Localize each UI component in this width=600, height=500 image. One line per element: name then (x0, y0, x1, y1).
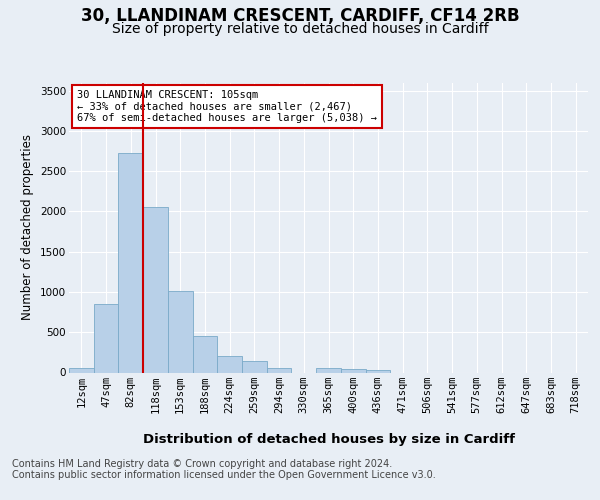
Bar (118, 154, 143, 372)
Text: 30, LLANDINAM CRESCENT, CARDIFF, CF14 2RB: 30, LLANDINAM CRESCENT, CARDIFF, CF14 2R… (80, 8, 520, 26)
Text: Contains public sector information licensed under the Open Government Licence v3: Contains public sector information licen… (12, 470, 436, 480)
Bar (242, 361, 267, 372)
Bar (69, 368, 94, 372)
Bar (94, 304, 118, 372)
Text: Contains HM Land Registry data © Crown copyright and database right 2024.: Contains HM Land Registry data © Crown c… (12, 459, 392, 469)
Bar (168, 291, 193, 372)
Bar (316, 368, 341, 372)
Bar (193, 336, 217, 372)
Text: Size of property relative to detached houses in Cardiff: Size of property relative to detached ho… (112, 22, 488, 36)
Bar (217, 356, 242, 372)
Bar (267, 368, 292, 372)
Bar (143, 206, 168, 372)
Y-axis label: Number of detached properties: Number of detached properties (22, 134, 34, 320)
Bar (341, 369, 365, 372)
Text: Distribution of detached houses by size in Cardiff: Distribution of detached houses by size … (143, 432, 515, 446)
Bar (365, 370, 390, 372)
Text: 30 LLANDINAM CRESCENT: 105sqm
← 33% of detached houses are smaller (2,467)
67% o: 30 LLANDINAM CRESCENT: 105sqm ← 33% of d… (77, 90, 377, 123)
